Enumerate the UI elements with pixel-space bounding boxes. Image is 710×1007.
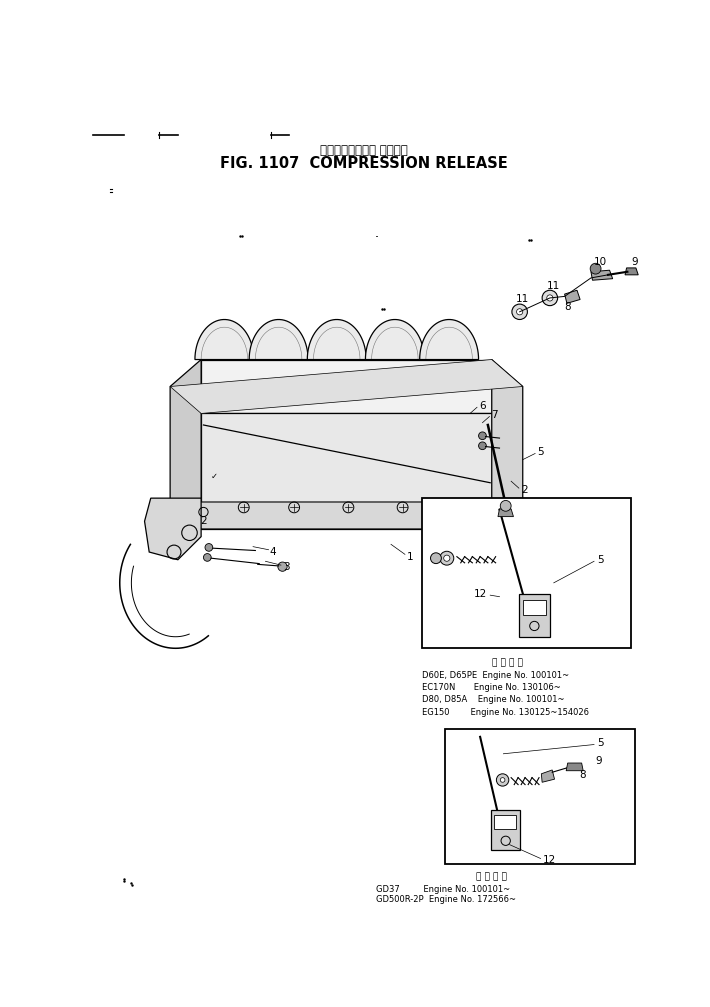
Polygon shape — [591, 270, 613, 280]
Polygon shape — [249, 319, 308, 359]
Bar — [422, 498, 631, 649]
Text: 5: 5 — [597, 738, 604, 748]
Polygon shape — [420, 319, 479, 359]
Polygon shape — [492, 359, 523, 529]
Text: 12: 12 — [474, 589, 488, 598]
Text: 8: 8 — [579, 770, 586, 780]
Circle shape — [430, 553, 442, 564]
Circle shape — [479, 432, 486, 440]
Circle shape — [278, 562, 287, 571]
Text: 7: 7 — [491, 410, 498, 420]
Text: コンプレッション リリーズ: コンプレッション リリーズ — [320, 144, 408, 157]
Text: 5: 5 — [597, 555, 604, 565]
Text: GD500R-2P  Engine No. 172566~: GD500R-2P Engine No. 172566~ — [376, 894, 515, 903]
Text: EC170N       Engine No. 130106~: EC170N Engine No. 130106~ — [422, 683, 561, 692]
Polygon shape — [195, 319, 254, 359]
Text: D60E, D65PE  Engine No. 100101~: D60E, D65PE Engine No. 100101~ — [422, 671, 569, 680]
Circle shape — [507, 508, 520, 520]
Text: 適 用 番 号: 適 用 番 号 — [476, 872, 507, 881]
Bar — [445, 729, 635, 864]
Circle shape — [204, 554, 211, 561]
Polygon shape — [170, 359, 523, 414]
Text: 2: 2 — [200, 517, 207, 527]
Text: FIG. 1107  COMPRESSION RELEASE: FIG. 1107 COMPRESSION RELEASE — [220, 156, 508, 171]
Circle shape — [517, 309, 523, 315]
Circle shape — [512, 304, 528, 319]
Text: 8: 8 — [564, 302, 571, 312]
Text: 11: 11 — [547, 281, 560, 291]
Text: 12: 12 — [543, 855, 557, 865]
Text: 2: 2 — [521, 485, 528, 495]
Bar — [494, 816, 515, 829]
Polygon shape — [625, 268, 638, 275]
Circle shape — [205, 544, 213, 551]
Polygon shape — [170, 359, 201, 529]
Polygon shape — [498, 509, 513, 517]
Bar — [519, 594, 550, 636]
Circle shape — [479, 442, 486, 450]
Polygon shape — [201, 359, 492, 414]
Text: 適 用 番 号: 適 用 番 号 — [492, 659, 523, 668]
Bar — [523, 600, 546, 615]
Polygon shape — [564, 290, 580, 303]
Circle shape — [501, 777, 505, 782]
Circle shape — [496, 773, 509, 786]
Text: EG150        Engine No. 130125~154026: EG150 Engine No. 130125~154026 — [422, 708, 589, 717]
Circle shape — [501, 500, 511, 512]
Text: 4: 4 — [270, 547, 276, 557]
Text: 3: 3 — [283, 563, 290, 572]
Text: ✓: ✓ — [211, 472, 218, 481]
Circle shape — [542, 290, 557, 306]
Bar — [491, 810, 520, 850]
Polygon shape — [366, 319, 425, 359]
Circle shape — [590, 263, 601, 274]
Polygon shape — [201, 414, 492, 529]
Text: 5: 5 — [537, 447, 544, 457]
Text: 9: 9 — [632, 257, 638, 267]
Text: 1: 1 — [407, 552, 414, 562]
Text: 11: 11 — [516, 294, 530, 304]
Polygon shape — [307, 319, 366, 359]
Circle shape — [439, 551, 454, 565]
Polygon shape — [501, 498, 527, 538]
Circle shape — [444, 555, 450, 561]
Circle shape — [547, 295, 553, 301]
Polygon shape — [566, 763, 583, 770]
Text: D80, D85A    Engine No. 100101~: D80, D85A Engine No. 100101~ — [422, 695, 564, 704]
Text: 6: 6 — [479, 401, 486, 411]
Text: 10: 10 — [594, 257, 607, 267]
Polygon shape — [170, 502, 523, 529]
Text: GD37         Engine No. 100101~: GD37 Engine No. 100101~ — [376, 885, 510, 893]
Polygon shape — [145, 498, 201, 560]
Text: 9: 9 — [596, 756, 602, 766]
Polygon shape — [541, 770, 555, 782]
